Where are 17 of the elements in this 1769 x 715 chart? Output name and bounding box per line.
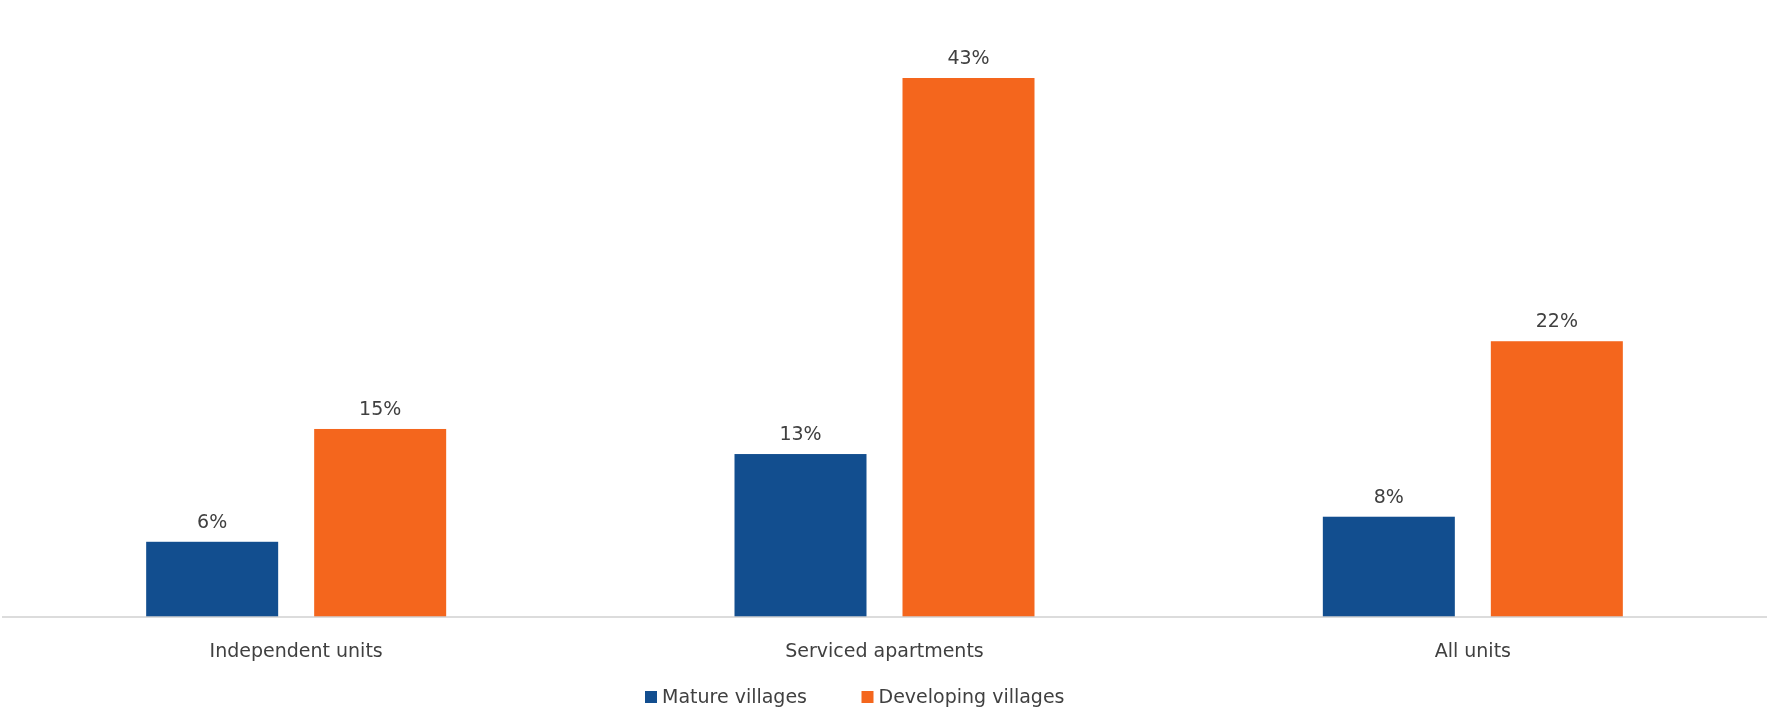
- legend-label: Developing villages: [878, 685, 1065, 707]
- data-label: 13%: [779, 422, 822, 445]
- data-label: 15%: [359, 396, 402, 419]
- data-label: 22%: [1535, 309, 1578, 332]
- bar: [1322, 516, 1455, 617]
- bar: [1490, 341, 1623, 617]
- data-label: 8%: [1373, 484, 1404, 507]
- data-label: 43%: [947, 46, 990, 68]
- bar: [314, 428, 447, 617]
- bar: [734, 454, 867, 617]
- legend-label: Mature villages: [662, 685, 808, 707]
- x-tick-label: Independent units: [209, 639, 383, 661]
- data-label: 6%: [197, 509, 228, 532]
- x-tick-label: All units: [1434, 639, 1511, 661]
- bar: [146, 541, 279, 617]
- bar: [902, 78, 1035, 617]
- x-tick-label: Serviced apartments: [785, 639, 984, 661]
